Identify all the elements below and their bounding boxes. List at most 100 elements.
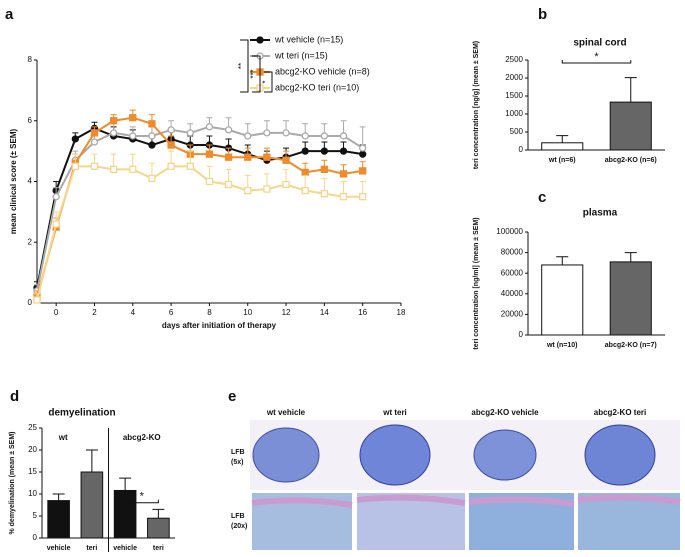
x-tick-label: 4	[131, 308, 136, 317]
error-bar	[119, 477, 132, 491]
chart-title: plasma	[583, 208, 618, 219]
legend-label: abcg2-KO teri (n=10)	[275, 82, 359, 92]
x-tick-label: abcg2-KO (n=6)	[605, 157, 657, 164]
marker	[359, 167, 367, 175]
bar	[147, 517, 170, 539]
significance-label: *	[140, 491, 145, 503]
x-tick-label: 2	[92, 308, 97, 317]
group-label: wt	[58, 433, 68, 442]
marker	[224, 153, 233, 161]
bar	[80, 471, 104, 539]
marker	[339, 193, 348, 201]
marker	[90, 129, 99, 137]
x-tick-label: 14	[320, 308, 329, 317]
marker	[186, 129, 194, 137]
y-tick-label: 0	[519, 330, 524, 339]
y-tick-label: 0	[28, 298, 33, 307]
error-bar	[624, 252, 637, 262]
x-tick-label: 0	[54, 308, 59, 317]
x-tick-label: wt (n=10)	[546, 342, 578, 349]
error-bar	[52, 493, 65, 501]
marker	[167, 162, 175, 170]
panel-label: a	[5, 6, 14, 23]
y-tick-label: 4	[28, 177, 33, 186]
y-tick-label: 10	[28, 489, 37, 498]
significance-label: ***	[249, 69, 258, 78]
y-axis-label: teri concentration [ng/g] (mean ± SEM)	[473, 41, 480, 169]
y-tick-label: 500	[510, 127, 524, 136]
x-tick-label: wt (n=6)	[548, 157, 576, 164]
x-tick-label: 12	[282, 308, 291, 317]
x-tick-label: vehicle	[113, 545, 137, 552]
y-tick-label: 100000	[496, 227, 523, 236]
marker	[33, 296, 41, 304]
x-tick-label: teri	[153, 545, 164, 552]
bar	[609, 261, 652, 336]
marker	[301, 132, 309, 140]
column-header: wt teri	[382, 408, 407, 417]
marker	[359, 193, 367, 201]
row-label: (20x)	[231, 523, 247, 530]
section-image	[252, 427, 320, 483]
tissue-edge	[251, 494, 681, 508]
y-tick-label: 2500	[505, 55, 523, 64]
error-bar	[556, 135, 569, 143]
row-label: LFB	[231, 449, 245, 456]
group-label: abcg2-KO	[123, 433, 161, 442]
column-header: abcg2-KO teri	[594, 408, 646, 417]
column-header: abcg2-KO vehicle	[471, 408, 539, 417]
error-bar	[85, 449, 98, 472]
marker	[359, 150, 367, 158]
x-tick-label: teri	[86, 545, 97, 552]
chart-title: spinal cord	[573, 38, 626, 49]
y-tick-label: 20	[28, 445, 37, 454]
marker	[282, 156, 290, 164]
error-bar	[556, 256, 569, 265]
y-tick-label: 6	[28, 116, 33, 125]
marker	[167, 141, 175, 149]
marker	[339, 147, 348, 155]
legend-marker	[256, 36, 264, 44]
panel-label: d	[10, 388, 19, 405]
legend-label: wt teri (n=15)	[274, 50, 328, 60]
legend-label: wt vehicle (n=15)	[274, 34, 343, 44]
section-image	[473, 429, 537, 481]
image-panel: e wt vehicle wt teri abcg2-KO vehicle ab…	[228, 388, 681, 550]
marker	[320, 165, 329, 174]
marker	[301, 186, 309, 195]
y-axis-label: mean clinical score (± SEM)	[9, 129, 18, 235]
panel-label: c	[538, 189, 546, 206]
marker	[148, 120, 156, 128]
panel-label: b	[538, 6, 547, 23]
bracket	[240, 39, 273, 93]
marker	[167, 126, 175, 134]
y-tick-label: 25	[28, 423, 37, 432]
marker	[263, 185, 271, 193]
marker	[109, 117, 118, 125]
legend-label: abcg2-KO vehicle (n=8)	[275, 66, 370, 76]
marker	[186, 162, 194, 170]
y-tick-label: 15	[28, 467, 37, 476]
marker	[224, 180, 233, 189]
marker	[320, 189, 329, 198]
marker	[148, 174, 156, 183]
panel-label: e	[228, 388, 236, 405]
y-tick-label: 80000	[501, 248, 524, 257]
bracket	[124, 499, 159, 504]
y-tick-label: 20000	[501, 310, 524, 319]
y-tick-label: 60000	[501, 268, 524, 277]
marker	[244, 186, 252, 195]
y-tick-label: 5	[33, 511, 38, 520]
marker	[71, 135, 79, 143]
section-image	[584, 424, 656, 486]
chart-title: demyelination	[48, 408, 115, 419]
y-tick-label: 1000	[505, 109, 523, 118]
marker	[148, 132, 156, 140]
error-bar	[624, 77, 637, 103]
x-tick-label: 16	[358, 308, 367, 317]
marker	[109, 165, 118, 174]
marker	[282, 180, 290, 189]
marker	[71, 162, 79, 170]
y-tick-label: 0	[519, 145, 524, 154]
